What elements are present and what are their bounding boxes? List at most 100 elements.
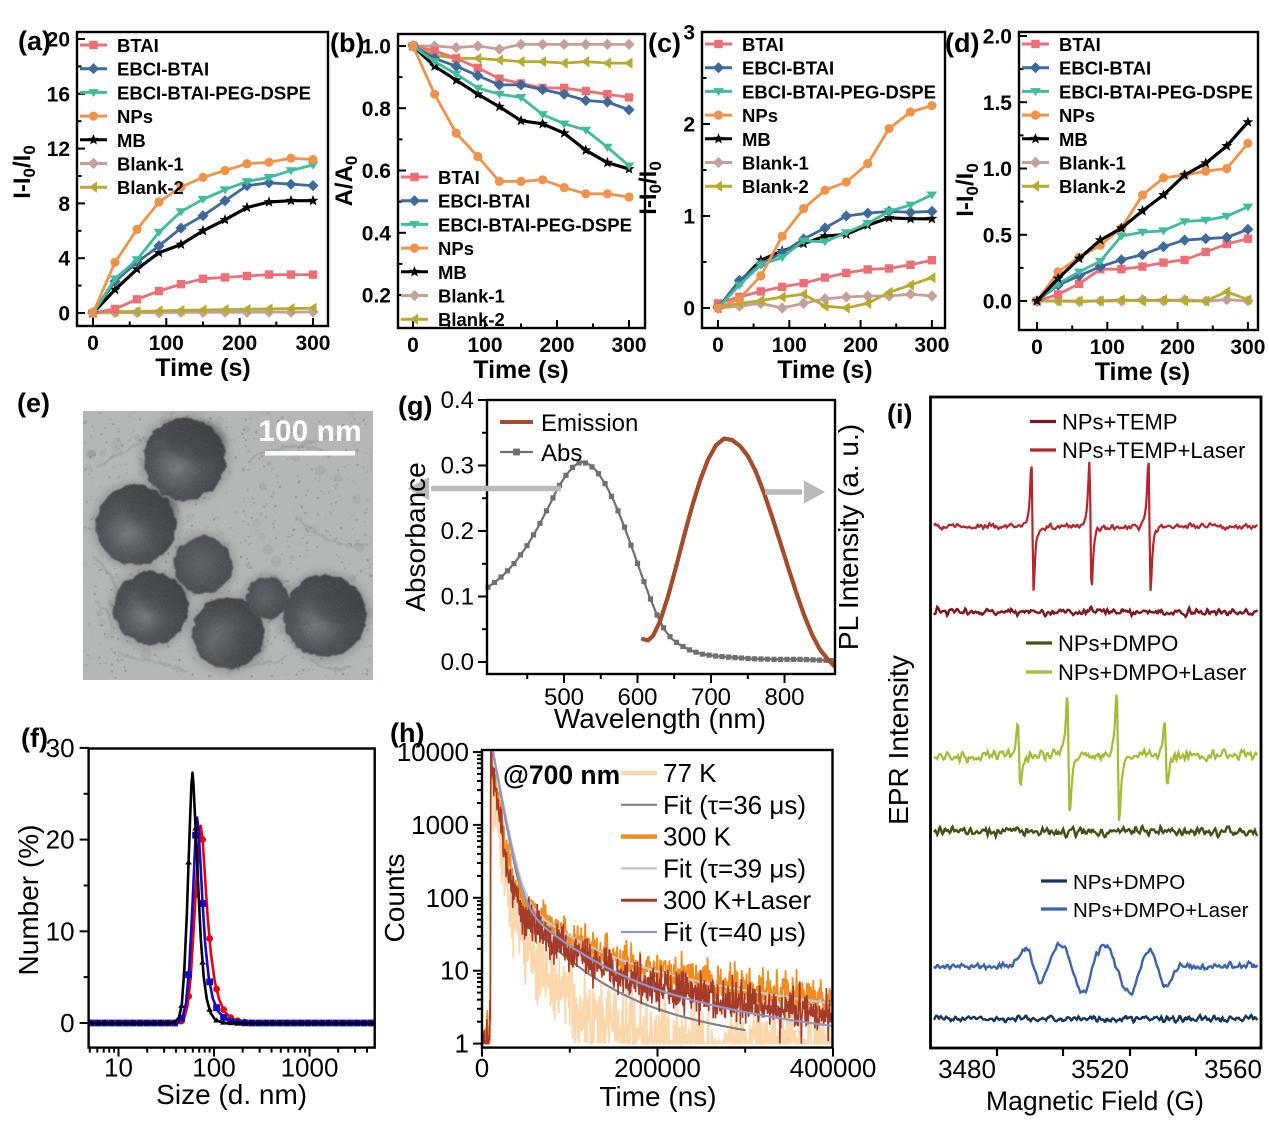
svg-text:300: 300 [914, 334, 949, 357]
svg-text:0.2: 0.2 [362, 285, 391, 308]
svg-text:4: 4 [58, 248, 70, 271]
svg-text:0: 0 [475, 1053, 489, 1083]
svg-text:0.4: 0.4 [441, 387, 474, 414]
svg-text:EBCI-BTAI: EBCI-BTAI [1059, 58, 1151, 79]
svg-text:300: 300 [611, 334, 646, 357]
svg-text:Blank-1: Blank-1 [438, 286, 505, 307]
svg-text:12: 12 [47, 138, 70, 161]
svg-text:I-I0/I0: I-I0/I0 [9, 145, 39, 199]
svg-text:PL Intensity (a. u.): PL Intensity (a. u.) [833, 424, 864, 650]
svg-text:Counts: Counts [379, 854, 410, 943]
svg-text:400000: 400000 [790, 1053, 877, 1083]
svg-text:Magnetic Field (G): Magnetic Field (G) [986, 1086, 1204, 1116]
svg-text:1000: 1000 [411, 810, 469, 840]
svg-text:(i): (i) [887, 399, 912, 429]
svg-text:300: 300 [1230, 336, 1265, 359]
svg-text:I-I0/I0: I-I0/I0 [635, 161, 665, 215]
svg-text:NPs: NPs [117, 106, 153, 127]
svg-text:100: 100 [192, 1053, 235, 1083]
svg-text:EBCI-BTAI: EBCI-BTAI [742, 58, 834, 79]
svg-text:Fit (τ=39 μs): Fit (τ=39 μs) [663, 853, 806, 883]
svg-text:3560: 3560 [1204, 1054, 1262, 1084]
svg-text:2: 2 [683, 114, 695, 137]
svg-text:BTAI: BTAI [1059, 34, 1101, 55]
svg-text:Blank-1: Blank-1 [1059, 153, 1126, 174]
svg-text:EBCI-BTAI-PEG-DSPE: EBCI-BTAI-PEG-DSPE [438, 214, 632, 235]
svg-text:NPs+DMPO: NPs+DMPO [1073, 871, 1185, 894]
svg-text:NPs: NPs [742, 105, 778, 126]
svg-text:500: 500 [544, 684, 584, 711]
svg-text:2.0: 2.0 [983, 26, 1012, 49]
svg-text:Emission: Emission [541, 410, 638, 437]
svg-text:0: 0 [58, 303, 70, 326]
svg-text:30: 30 [46, 733, 75, 763]
svg-text:0.0: 0.0 [983, 291, 1012, 314]
svg-text:(f): (f) [21, 723, 48, 753]
svg-text:600: 600 [617, 684, 657, 711]
svg-text:Number (%): Number (%) [13, 825, 44, 976]
svg-text:0: 0 [87, 332, 99, 355]
svg-text:0.5: 0.5 [983, 224, 1013, 247]
svg-text:100: 100 [426, 883, 469, 913]
svg-text:@700 nm: @700 nm [503, 760, 620, 790]
svg-text:200000: 200000 [614, 1053, 701, 1083]
svg-text:200: 200 [222, 332, 257, 355]
svg-text:Size (d. nm): Size (d. nm) [156, 1079, 307, 1110]
svg-text:0.6: 0.6 [362, 160, 391, 183]
svg-text:0: 0 [407, 334, 419, 357]
svg-text:EBCI-BTAI-PEG-DSPE: EBCI-BTAI-PEG-DSPE [1059, 81, 1253, 102]
svg-text:1.0: 1.0 [362, 36, 391, 59]
svg-text:0.0: 0.0 [441, 649, 474, 676]
svg-text:100: 100 [772, 334, 807, 357]
svg-text:(g): (g) [398, 391, 432, 421]
svg-text:16: 16 [47, 83, 70, 106]
svg-text:10: 10 [440, 956, 469, 986]
svg-text:I-I0/I0: I-I0/I0 [952, 163, 982, 217]
svg-text:77 K: 77 K [663, 758, 717, 788]
svg-text:800: 800 [764, 684, 804, 711]
svg-text:EBCI-BTAI-PEG-DSPE: EBCI-BTAI-PEG-DSPE [117, 82, 311, 103]
svg-text:1000: 1000 [281, 1053, 339, 1083]
svg-text:MB: MB [117, 130, 146, 151]
svg-text:BTAI: BTAI [742, 34, 784, 55]
svg-text:Time (s): Time (s) [1095, 358, 1190, 386]
svg-text:0: 0 [712, 334, 724, 357]
svg-text:10: 10 [104, 1053, 133, 1083]
svg-text:EBCI-BTAI: EBCI-BTAI [438, 191, 530, 212]
svg-text:0: 0 [683, 298, 695, 321]
svg-text:10000: 10000 [397, 737, 469, 767]
svg-text:NPs+DMPO+Laser: NPs+DMPO+Laser [1073, 899, 1249, 922]
svg-text:Fit (τ=40 μs): Fit (τ=40 μs) [663, 917, 806, 947]
svg-text:3520: 3520 [1071, 1054, 1129, 1084]
svg-text:Abs: Abs [541, 440, 582, 467]
svg-text:8: 8 [58, 193, 70, 216]
svg-text:Blank-2: Blank-2 [438, 309, 505, 330]
svg-text:(b): (b) [330, 28, 364, 58]
svg-text:Wavelength (nm): Wavelength (nm) [554, 703, 766, 734]
svg-text:MB: MB [438, 262, 467, 283]
svg-text:(h): (h) [390, 718, 424, 748]
svg-text:(c): (c) [648, 28, 681, 58]
svg-text:200: 200 [843, 334, 878, 357]
svg-text:Time (s): Time (s) [155, 354, 250, 382]
svg-text:10: 10 [46, 916, 75, 946]
svg-text:EBCI-BTAI-PEG-DSPE: EBCI-BTAI-PEG-DSPE [742, 81, 936, 102]
svg-text:NPs+DMPO+Laser: NPs+DMPO+Laser [1058, 660, 1246, 685]
svg-text:(d): (d) [945, 28, 979, 58]
svg-text:(a): (a) [18, 26, 51, 56]
svg-text:EPR Intensity: EPR Intensity [883, 655, 914, 825]
svg-text:A/A0: A/A0 [331, 156, 361, 207]
svg-text:0.3: 0.3 [441, 453, 474, 480]
svg-text:200: 200 [1160, 336, 1195, 359]
svg-text:Blank-2: Blank-2 [742, 176, 809, 197]
svg-text:20: 20 [46, 825, 75, 855]
svg-text:EBCI-BTAI: EBCI-BTAI [117, 59, 209, 80]
svg-text:Blank-2: Blank-2 [1059, 176, 1126, 197]
svg-text:1.0: 1.0 [983, 158, 1012, 181]
svg-text:Time (ns): Time (ns) [599, 1081, 716, 1112]
svg-text:Absorbance: Absorbance [400, 462, 431, 611]
svg-text:BTAI: BTAI [117, 35, 159, 56]
svg-text:BTAI: BTAI [438, 167, 480, 188]
svg-text:0: 0 [1031, 336, 1043, 359]
svg-text:Fit (τ=36 μs): Fit (τ=36 μs) [663, 790, 806, 820]
